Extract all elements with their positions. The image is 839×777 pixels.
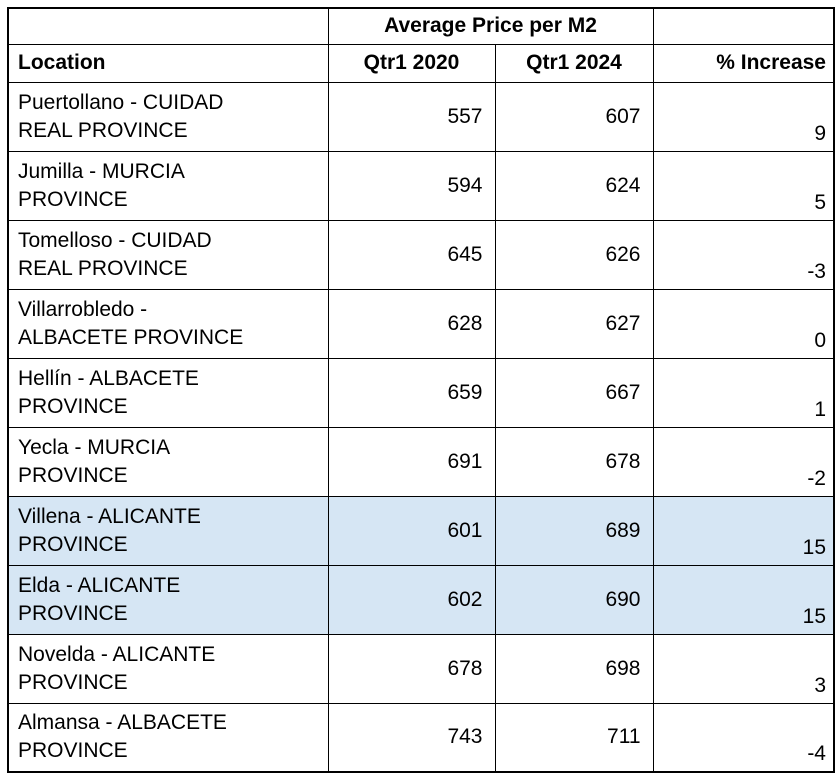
location-cell: Almansa - ALBACETE PROVINCE — [7, 702, 329, 773]
location-cell: Villena - ALICANTE PROVINCE — [7, 495, 329, 566]
price-2020-cell: 628 — [327, 288, 496, 359]
table-row: Novelda - ALICANTE PROVINCE 678 698 3 — [7, 633, 835, 704]
merged-header-row: Average Price per M2 — [7, 7, 835, 45]
price-2024-cell: 711 — [494, 702, 654, 773]
pct-increase-cell: 3 — [652, 633, 835, 704]
location-line: Hellín - ALBACETE — [18, 366, 199, 390]
empty-cell — [652, 7, 835, 45]
pct-increase-cell: 15 — [652, 495, 835, 566]
price-2024-cell: 678 — [494, 426, 654, 497]
table-row: Almansa - ALBACETE PROVINCE 743 711 -4 — [7, 702, 835, 773]
price-2024-cell: 689 — [494, 495, 654, 566]
column-header-location: Location — [7, 43, 329, 83]
location-cell: Elda - ALICANTE PROVINCE — [7, 564, 329, 635]
location-cell: Novelda - ALICANTE PROVINCE — [7, 633, 329, 704]
location-cell: Yecla - MURCIA PROVINCE — [7, 426, 329, 497]
price-2020-cell: 645 — [327, 219, 496, 290]
table-row: Yecla - MURCIA PROVINCE 691 678 -2 — [7, 426, 835, 497]
pct-increase-cell: -2 — [652, 426, 835, 497]
location-cell: Hellín - ALBACETE PROVINCE — [7, 357, 329, 428]
pct-increase-cell: 0 — [652, 288, 835, 359]
price-2020-cell: 743 — [327, 702, 496, 773]
location-line: Novelda - ALICANTE — [18, 642, 216, 666]
location-line: PROVINCE — [18, 739, 128, 763]
price-2020-cell: 602 — [327, 564, 496, 635]
location-line: Villarrobledo - — [18, 297, 148, 321]
pct-increase-cell: 1 — [652, 357, 835, 428]
pct-increase-cell: 15 — [652, 564, 835, 635]
location-cell: Villarrobledo - ALBACETE PROVINCE — [7, 288, 329, 359]
price-2020-cell: 601 — [327, 495, 496, 566]
price-2024-cell: 607 — [494, 81, 654, 152]
price-2024-cell: 627 — [494, 288, 654, 359]
location-line: PROVINCE — [18, 187, 128, 211]
price-2024-cell: 667 — [494, 357, 654, 428]
location-cell: Jumilla - MURCIA PROVINCE — [7, 150, 329, 221]
location-line: PROVINCE — [18, 601, 128, 625]
location-line: Yecla - MURCIA — [18, 435, 171, 459]
price-2024-cell: 624 — [494, 150, 654, 221]
table-row: Tomelloso - CUIDAD REAL PROVINCE 645 626… — [7, 219, 835, 290]
location-line: Jumilla - MURCIA — [18, 159, 185, 183]
table-title: Average Price per M2 — [327, 7, 654, 45]
price-2020-cell: 659 — [327, 357, 496, 428]
price-2020-cell: 557 — [327, 81, 496, 152]
table-row: Puertollano - CUIDAD REAL PROVINCE 557 6… — [7, 81, 835, 152]
table-row-highlighted: Villena - ALICANTE PROVINCE 601 689 15 — [7, 495, 835, 566]
price-2020-cell: 678 — [327, 633, 496, 704]
table-row: Hellín - ALBACETE PROVINCE 659 667 1 — [7, 357, 835, 428]
price-2020-cell: 691 — [327, 426, 496, 497]
location-line: PROVINCE — [18, 532, 128, 556]
column-header-pct-increase: % Increase — [652, 43, 835, 83]
table-row: Villarrobledo - ALBACETE PROVINCE 628 62… — [7, 288, 835, 359]
location-line: PROVINCE — [18, 463, 128, 487]
location-line: Almansa - ALBACETE — [18, 711, 227, 735]
location-line: Villena - ALICANTE — [18, 504, 201, 528]
price-2020-cell: 594 — [327, 150, 496, 221]
location-line: Tomelloso - CUIDAD — [18, 228, 212, 252]
column-header-qtr1-2024: Qtr1 2024 — [494, 43, 654, 83]
pct-increase-cell: 5 — [652, 150, 835, 221]
price-2024-cell: 626 — [494, 219, 654, 290]
table-row: Jumilla - MURCIA PROVINCE 594 624 5 — [7, 150, 835, 221]
price-2024-cell: 698 — [494, 633, 654, 704]
location-line: Elda - ALICANTE — [18, 573, 181, 597]
empty-cell — [7, 7, 329, 45]
location-cell: Tomelloso - CUIDAD REAL PROVINCE — [7, 219, 329, 290]
pct-increase-cell: -3 — [652, 219, 835, 290]
location-line: REAL PROVINCE — [18, 256, 188, 280]
location-line: ALBACETE PROVINCE — [18, 325, 244, 349]
location-line: PROVINCE — [18, 394, 128, 418]
pct-increase-cell: 9 — [652, 81, 835, 152]
table-row-highlighted: Elda - ALICANTE PROVINCE 602 690 15 — [7, 564, 835, 635]
location-line: Puertollano - CUIDAD — [18, 90, 224, 114]
location-line: REAL PROVINCE — [18, 118, 188, 142]
price-2024-cell: 690 — [494, 564, 654, 635]
column-header-qtr1-2020: Qtr1 2020 — [327, 43, 496, 83]
pct-increase-cell: -4 — [652, 702, 835, 773]
price-table: Average Price per M2 Location Qtr1 2020 … — [7, 7, 835, 773]
location-line: PROVINCE — [18, 670, 128, 694]
column-header-row: Location Qtr1 2020 Qtr1 2024 % Increase — [7, 43, 835, 83]
location-cell: Puertollano - CUIDAD REAL PROVINCE — [7, 81, 329, 152]
